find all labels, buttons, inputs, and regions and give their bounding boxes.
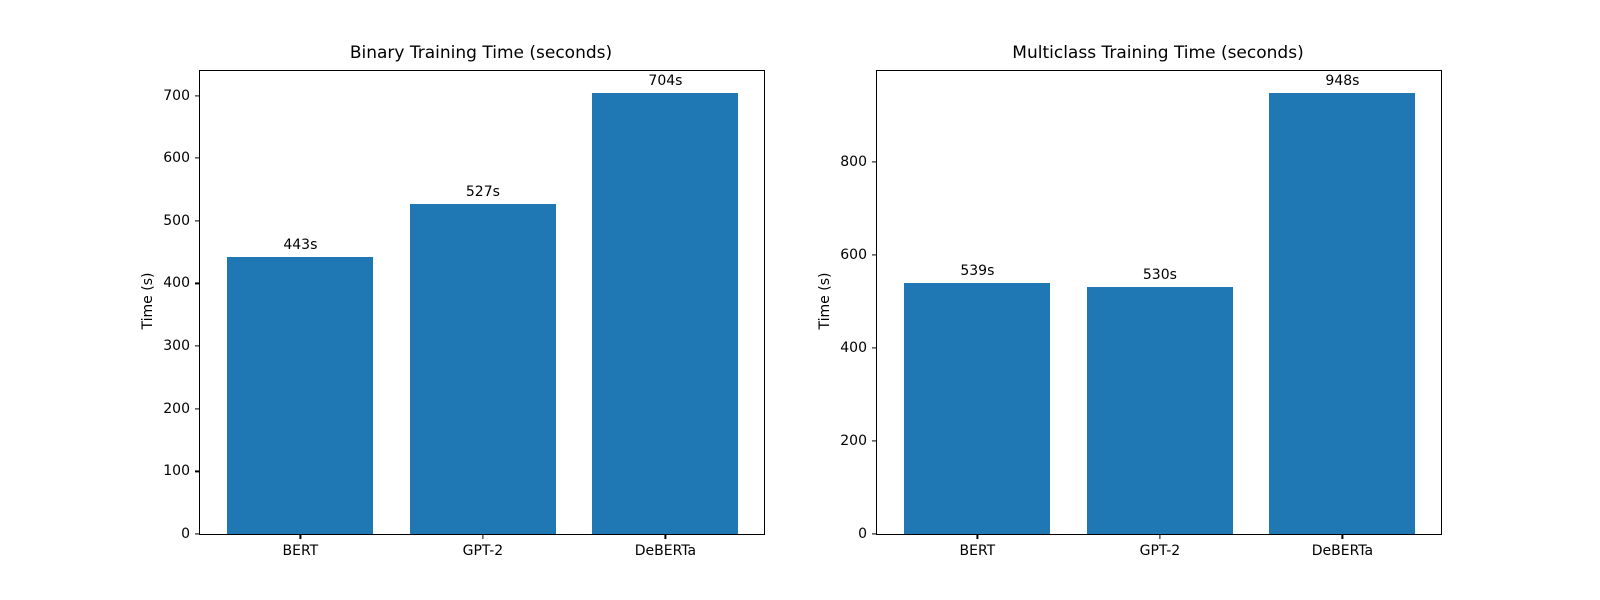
x-tick-mark xyxy=(1159,534,1161,539)
x-tick-label: DeBERTa xyxy=(634,543,697,559)
bar xyxy=(904,283,1051,534)
chart-title: Binary Training Time (seconds) xyxy=(349,43,613,63)
y-tick-label: 400 xyxy=(163,275,190,292)
y-tick-mark xyxy=(872,161,877,163)
y-tick-mark xyxy=(872,533,877,535)
y-tick-label: 700 xyxy=(163,87,190,104)
plot-area: 0 200 400 600 800 539s BERT 530s GPT-2 948s DeBERT… xyxy=(840,70,1442,559)
bar-value-label: 530s xyxy=(1142,267,1177,284)
x-tick-label: DeBERTa xyxy=(1311,543,1374,559)
x-tick-label: GPT-2 xyxy=(1139,543,1181,559)
bar-value-label: 527s xyxy=(465,183,500,200)
x-tick-label: BERT xyxy=(959,543,996,559)
y-tick-label: 600 xyxy=(840,246,867,263)
y-tick-mark xyxy=(195,345,200,347)
y-tick-mark xyxy=(195,282,200,285)
y-tick-mark xyxy=(195,533,200,535)
y-tick-label: 400 xyxy=(840,339,867,356)
y-tick-label: 200 xyxy=(840,432,867,449)
y-tick-mark xyxy=(195,408,200,410)
plot-area: 0 100 200 300 400 500 600 700 443s BERT 527s GPT-2 7… xyxy=(163,70,765,559)
y-tick-label: 600 xyxy=(163,150,190,167)
bar xyxy=(1269,93,1416,534)
y-tick-mark xyxy=(195,470,200,472)
y-tick-mark xyxy=(872,440,877,442)
y-tick-label: 0 xyxy=(181,526,190,542)
y-tick-label: 500 xyxy=(163,212,190,229)
x-tick-mark xyxy=(1341,534,1344,539)
bar xyxy=(227,256,374,534)
y-tick-mark xyxy=(872,254,877,256)
y-axis-label: Time (s) xyxy=(140,272,156,330)
y-axis-label: Time (s) xyxy=(817,272,833,330)
y-tick-label: 100 xyxy=(163,463,190,480)
bar-value-label: 704s xyxy=(648,73,683,90)
bar-value-label: 443s xyxy=(283,236,318,253)
y-tick-label: 300 xyxy=(163,338,190,355)
x-tick-mark xyxy=(482,534,484,539)
y-tick-label: 200 xyxy=(163,400,190,417)
y-tick-mark xyxy=(195,220,200,222)
x-tick-mark xyxy=(664,534,667,539)
y-tick-mark xyxy=(195,157,200,159)
x-tick-mark xyxy=(299,534,301,539)
chart-title: Multiclass Training Time (seconds) xyxy=(1012,43,1304,63)
x-tick-mark xyxy=(976,534,978,539)
y-tick-label: 800 xyxy=(840,153,867,170)
bar xyxy=(1086,287,1233,534)
bar xyxy=(592,93,739,534)
y-tick-mark xyxy=(195,94,200,97)
y-tick-mark xyxy=(872,347,877,349)
bar-value-label: 948s xyxy=(1325,73,1360,90)
y-tick-label: 0 xyxy=(858,526,867,542)
bar xyxy=(409,203,556,534)
bar-value-label: 539s xyxy=(960,263,995,280)
x-tick-label: GPT-2 xyxy=(462,543,504,559)
x-tick-label: BERT xyxy=(282,543,319,559)
